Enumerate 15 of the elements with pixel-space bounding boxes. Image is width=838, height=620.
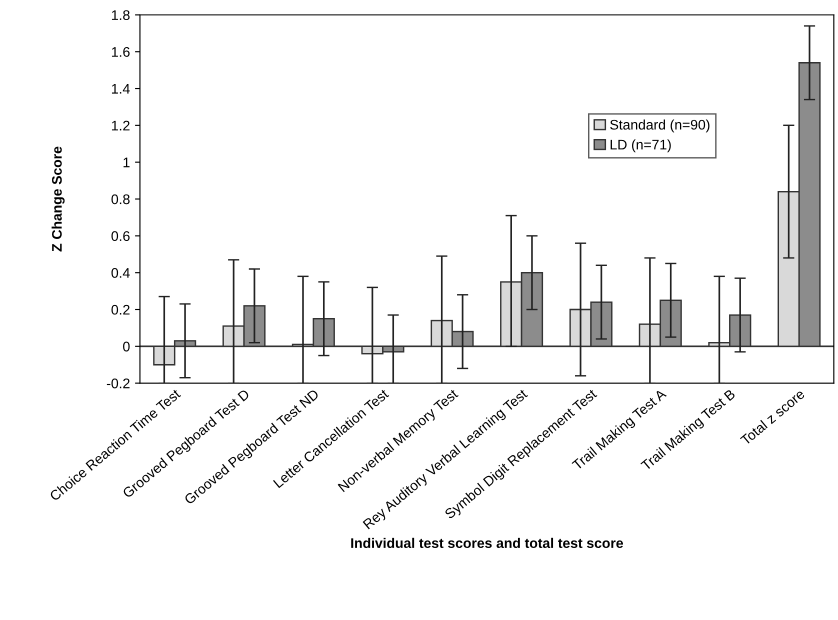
y-tick-label: 0 [123,342,130,352]
y-tick-label: 1.8 [112,10,130,20]
y-tick-label: 0.8 [111,194,130,204]
legend-label: LD (n=71) [610,139,671,152]
y-tick-label: 1.2 [112,120,130,130]
y-axis-title: Z Change Score [52,146,65,252]
y-tick-label: 1.6 [112,47,130,57]
y-tick-label: 1.4 [112,84,130,94]
x-axis-title: Individual test scores and total test score [351,538,624,548]
legend-label: Standard (n=90) [610,119,710,132]
y-tick-label: 0.4 [111,268,130,278]
y-tick-label: -0.2 [106,378,130,388]
y-tick-label: 1 [124,158,130,168]
y-tick-label: 0.2 [111,304,130,315]
y-tick-label: 0.6 [111,231,130,242]
